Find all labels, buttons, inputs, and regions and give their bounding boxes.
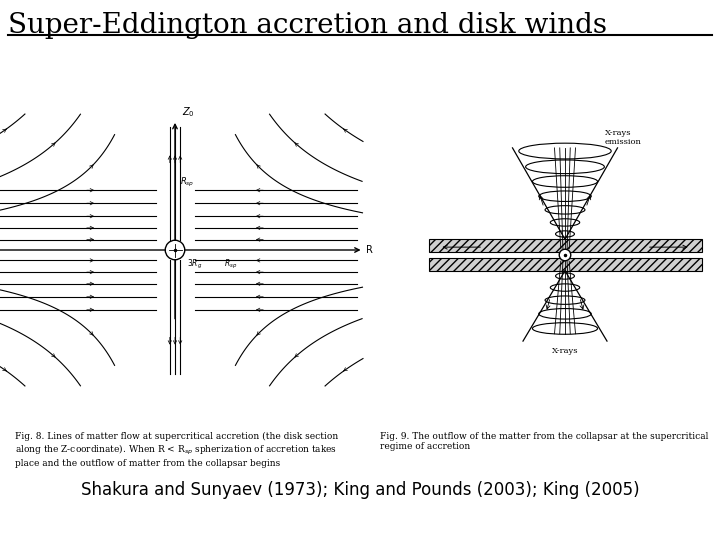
- Bar: [428, 258, 701, 271]
- Text: X-rays: X-rays: [552, 347, 578, 355]
- Text: Shakura and Sunyaev (1973); King and Pounds (2003); King (2005): Shakura and Sunyaev (1973); King and Pou…: [81, 481, 639, 499]
- Text: $Z_0$: $Z_0$: [181, 105, 194, 119]
- Bar: [428, 239, 701, 252]
- Text: X-rays
emission: X-rays emission: [605, 129, 642, 146]
- Text: $3R_g$: $3R_g$: [186, 258, 202, 272]
- Circle shape: [559, 249, 571, 261]
- Text: $R_{sp}$: $R_{sp}$: [180, 176, 194, 189]
- Circle shape: [166, 240, 185, 260]
- Text: Fig. 8. Lines of matter flow at supercritical accretion (the disk section
along : Fig. 8. Lines of matter flow at supercri…: [15, 432, 338, 468]
- Text: $R_{sp}$: $R_{sp}$: [225, 258, 238, 272]
- Text: Fig. 9. The outflow of the matter from the collapsar at the supercritical
regime: Fig. 9. The outflow of the matter from t…: [380, 432, 708, 451]
- Text: R: R: [366, 245, 373, 255]
- Text: Super-Eddington accretion and disk winds: Super-Eddington accretion and disk winds: [8, 12, 607, 39]
